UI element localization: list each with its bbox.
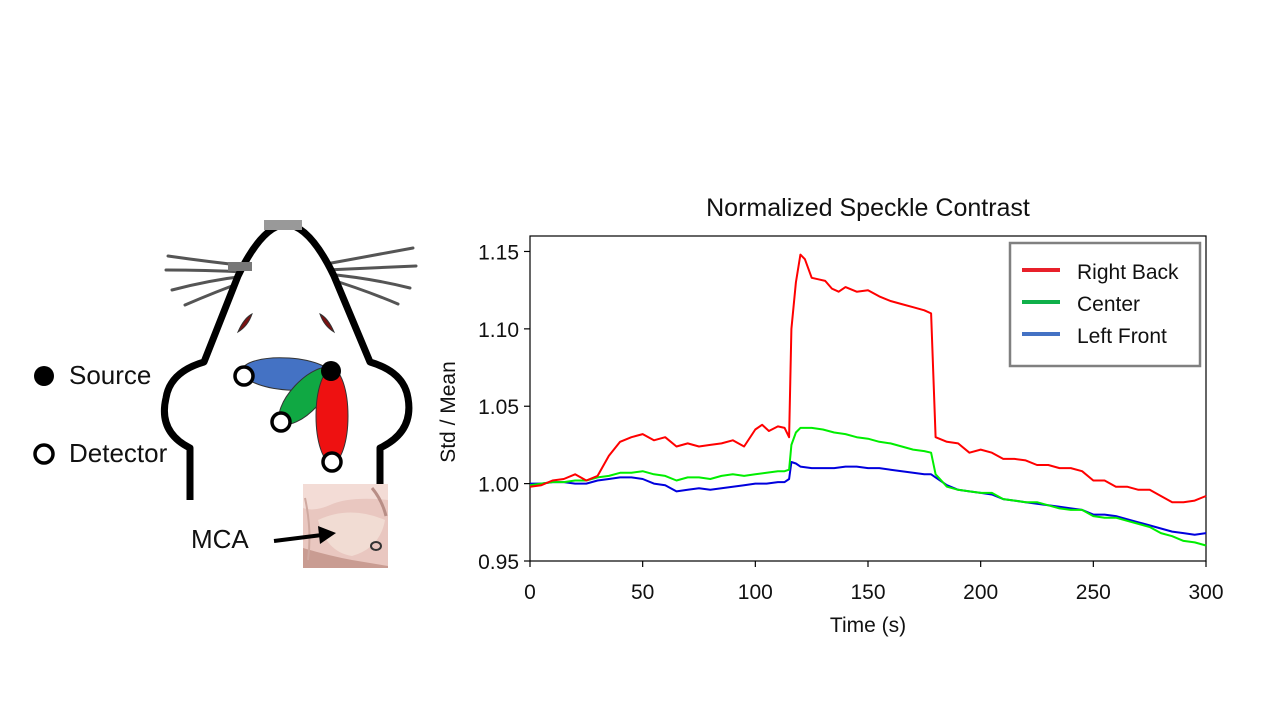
x-tick-label: 300 xyxy=(1188,581,1223,604)
x-tick-label: 200 xyxy=(963,581,998,604)
nose xyxy=(264,220,302,230)
chart: Normalized Speckle Contrast Time (s) Std… xyxy=(437,194,1224,637)
y-tick-label: 1.00 xyxy=(478,474,519,497)
detector-dot-blue xyxy=(233,365,255,387)
detector-dot-green xyxy=(270,411,292,433)
legend-label-right-back: Right Back xyxy=(1077,261,1179,284)
source-legend-label: Source xyxy=(69,360,151,390)
x-tick-label: 150 xyxy=(850,581,885,604)
mouse-diagram: Source Detector MCA xyxy=(33,220,418,568)
left-eye xyxy=(236,313,253,334)
y-tick-label: 1.05 xyxy=(478,396,519,419)
x-tick-label: 100 xyxy=(738,581,773,604)
series-line-center xyxy=(529,426,1207,547)
chart-legend: Right Back Center Left Front xyxy=(1008,241,1202,368)
legend-label-left-front: Left Front xyxy=(1077,325,1167,348)
series-line-right-back xyxy=(529,253,1207,504)
nose-shadow xyxy=(228,262,252,271)
source-legend-icon xyxy=(34,366,54,386)
detector-legend-icon xyxy=(33,443,55,465)
detector-legend-label: Detector xyxy=(69,438,168,468)
detector-dot-red xyxy=(321,451,343,473)
whiskers xyxy=(164,246,418,307)
y-tick-label: 1.15 xyxy=(478,241,519,264)
plot-area: 0 50 100 150 200 250 300 0.95 1.00 1.05 1.10 1.15 xyxy=(478,235,1224,604)
right-eye xyxy=(319,313,336,334)
mca-photo xyxy=(303,484,388,568)
y-axis-label: Std / Mean xyxy=(437,361,460,463)
legend-frame xyxy=(1008,241,1202,368)
x-tick-label: 0 xyxy=(524,581,536,604)
y-tick-label: 0.95 xyxy=(478,551,519,574)
mca-label: MCA xyxy=(191,524,249,554)
channel-red xyxy=(315,368,349,464)
x-tick-label: 250 xyxy=(1076,581,1111,604)
y-tick-label: 1.10 xyxy=(478,319,519,342)
source-dot xyxy=(321,361,341,381)
chart-title: Normalized Speckle Contrast xyxy=(706,194,1030,222)
x-tick-label: 50 xyxy=(631,581,654,604)
mca-arrow xyxy=(273,526,336,544)
legend-label-center: Center xyxy=(1077,293,1140,316)
x-axis-label: Time (s) xyxy=(830,614,906,637)
